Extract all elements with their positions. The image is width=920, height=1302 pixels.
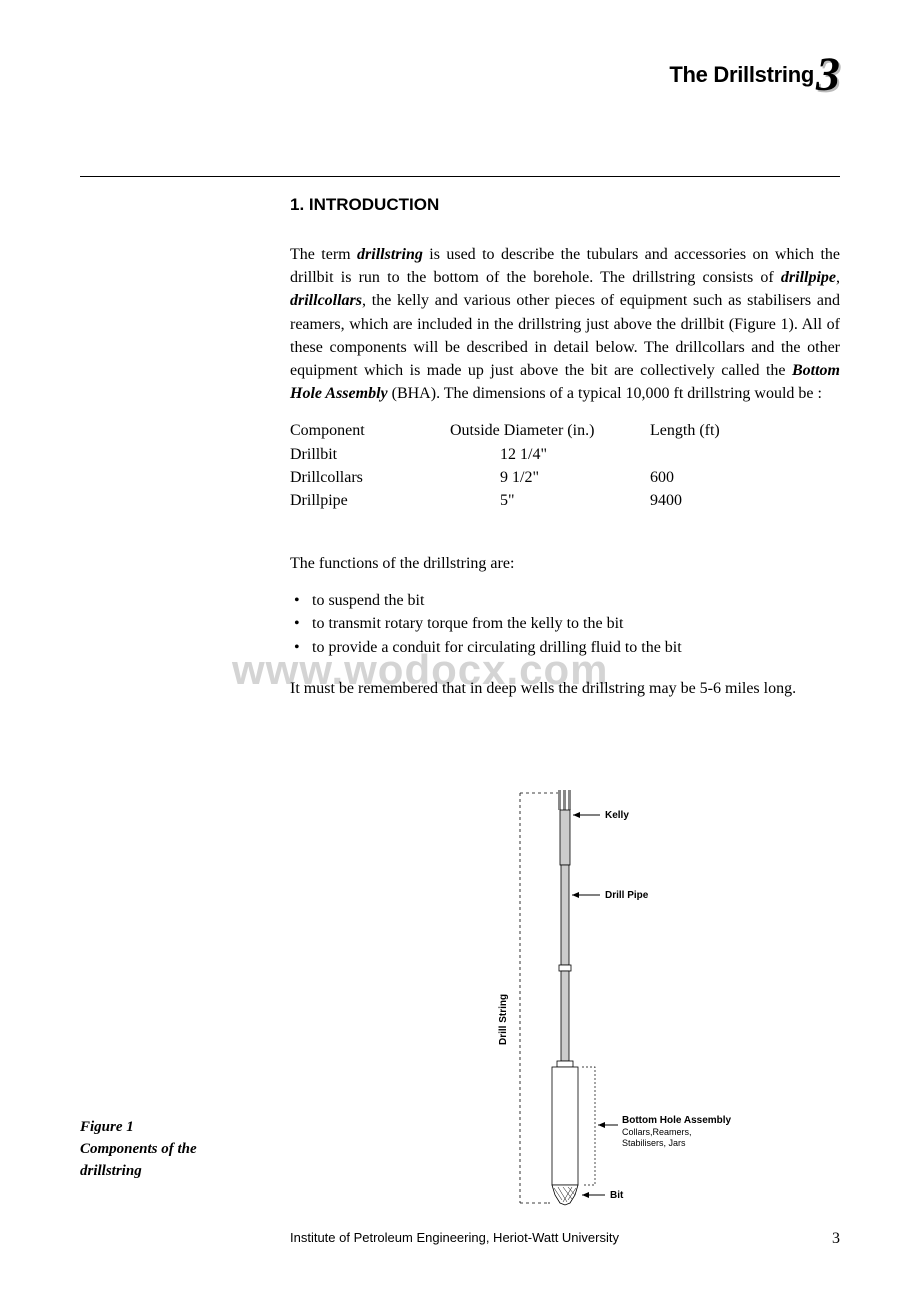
list-item: •to provide a conduit for circulating dr… [290,636,840,659]
functions-intro: The functions of the drillstring are: [290,552,840,575]
chapter-number: 3 [816,58,840,92]
table-cell: 9400 [650,489,770,512]
dimensions-table: Component Outside Diameter (in.) Length … [290,419,840,512]
label-bit: Bit [610,1190,624,1201]
table-row: Drillbit 12 1/4" [290,443,840,466]
header-rule [80,176,840,177]
table-cell: 600 [650,466,770,489]
table-cell: Drillpipe [290,489,450,512]
closing-paragraph: It must be remembered that in deep wells… [290,677,840,700]
table-header: Outside Diameter (in.) [450,419,650,442]
table-cell [650,443,770,466]
list-item-text: to suspend the bit [312,589,424,612]
table-header-row: Component Outside Diameter (in.) Length … [290,419,840,442]
table-cell: 12 1/4" [450,443,650,466]
figure-caption-title: Figure 1 [80,1117,260,1139]
figure-1-diagram: Kelly Drill Pipe Bottom Hole Assembly Co… [500,785,780,1215]
label-bha-sub2: Stabilisers, Jars [622,1138,686,1148]
text-fragment: (BHA). The dimensions of a typical 10,00… [388,385,822,402]
table-row: Drillcollars 9 1/2" 600 [290,466,840,489]
label-drillstring-vertical: Drill String [498,994,509,1045]
content-column: 1. INTRODUCTION The term drillstring is … [290,195,840,714]
table-cell: Drillbit [290,443,450,466]
text-fragment: The term [290,246,357,263]
bullet-icon: • [290,636,312,659]
term-drillpipe: drillpipe [781,269,836,286]
table-row: Drillpipe 5" 9400 [290,489,840,512]
figure-caption: Figure 1 Components of the drillstring [80,1117,260,1182]
page-number: 3 [832,1230,840,1248]
functions-list: •to suspend the bit •to transmit rotary … [290,589,840,659]
section-heading: 1. INTRODUCTION [290,195,840,215]
list-item-text: to provide a conduit for circulating dri… [312,636,682,659]
footer-institute: Institute of Petroleum Engineering, Heri… [290,1230,619,1248]
chapter-header: The Drillstring 3 [669,58,840,92]
chapter-title: The Drillstring [669,62,814,88]
term-drillcollars: drillcollars [290,292,362,309]
table-header: Component [290,419,450,442]
bullet-icon: • [290,589,312,612]
label-drillpipe: Drill Pipe [605,890,649,901]
figure-caption-text: Components of the drillstring [80,1139,260,1183]
list-item-text: to transmit rotary torque from the kelly… [312,612,623,635]
table-cell: 9 1/2" [450,466,650,489]
page-footer: Institute of Petroleum Engineering, Heri… [290,1230,840,1248]
label-bha: Bottom Hole Assembly [622,1115,732,1126]
label-kelly: Kelly [605,810,629,821]
list-item: •to suspend the bit [290,589,840,612]
label-bha-sub1: Collars,Reamers, [622,1127,692,1137]
bullet-icon: • [290,612,312,635]
term-drillstring: drillstring [357,246,423,263]
table-cell: Drillcollars [290,466,450,489]
text-fragment: , [836,269,840,286]
intro-paragraph: The term drillstring is used to describe… [290,243,840,405]
table-cell: 5" [450,489,650,512]
list-item: •to transmit rotary torque from the kell… [290,612,840,635]
text-fragment: , the kelly and various other pieces of … [290,292,840,379]
table-header: Length (ft) [650,419,770,442]
